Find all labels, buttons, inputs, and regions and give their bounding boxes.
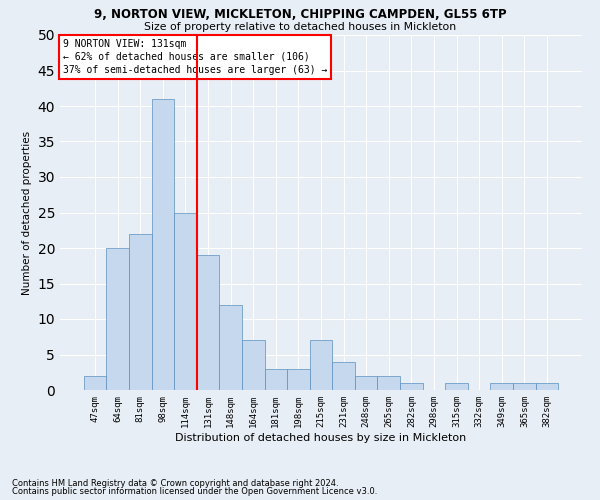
Bar [220, 305, 242, 390]
Bar [265, 368, 287, 390]
Bar [490, 383, 513, 390]
Text: Contains public sector information licensed under the Open Government Licence v3: Contains public sector information licen… [12, 487, 377, 496]
Bar [536, 383, 558, 390]
Bar [242, 340, 265, 390]
Text: 9, NORTON VIEW, MICKLETON, CHIPPING CAMPDEN, GL55 6TP: 9, NORTON VIEW, MICKLETON, CHIPPING CAMP… [94, 8, 506, 20]
Text: Size of property relative to detached houses in Mickleton: Size of property relative to detached ho… [144, 22, 456, 32]
Y-axis label: Number of detached properties: Number of detached properties [22, 130, 32, 294]
Bar [84, 376, 106, 390]
Bar [197, 255, 220, 390]
Text: 9 NORTON VIEW: 131sqm
← 62% of detached houses are smaller (106)
37% of semi-det: 9 NORTON VIEW: 131sqm ← 62% of detached … [62, 38, 327, 75]
Bar [377, 376, 400, 390]
Bar [310, 340, 332, 390]
Bar [513, 383, 536, 390]
Bar [445, 383, 468, 390]
Bar [129, 234, 152, 390]
Bar [287, 368, 310, 390]
Bar [174, 212, 197, 390]
Bar [332, 362, 355, 390]
Bar [355, 376, 377, 390]
X-axis label: Distribution of detached houses by size in Mickleton: Distribution of detached houses by size … [175, 432, 467, 442]
Text: Contains HM Land Registry data © Crown copyright and database right 2024.: Contains HM Land Registry data © Crown c… [12, 478, 338, 488]
Bar [106, 248, 129, 390]
Bar [400, 383, 422, 390]
Bar [152, 99, 174, 390]
